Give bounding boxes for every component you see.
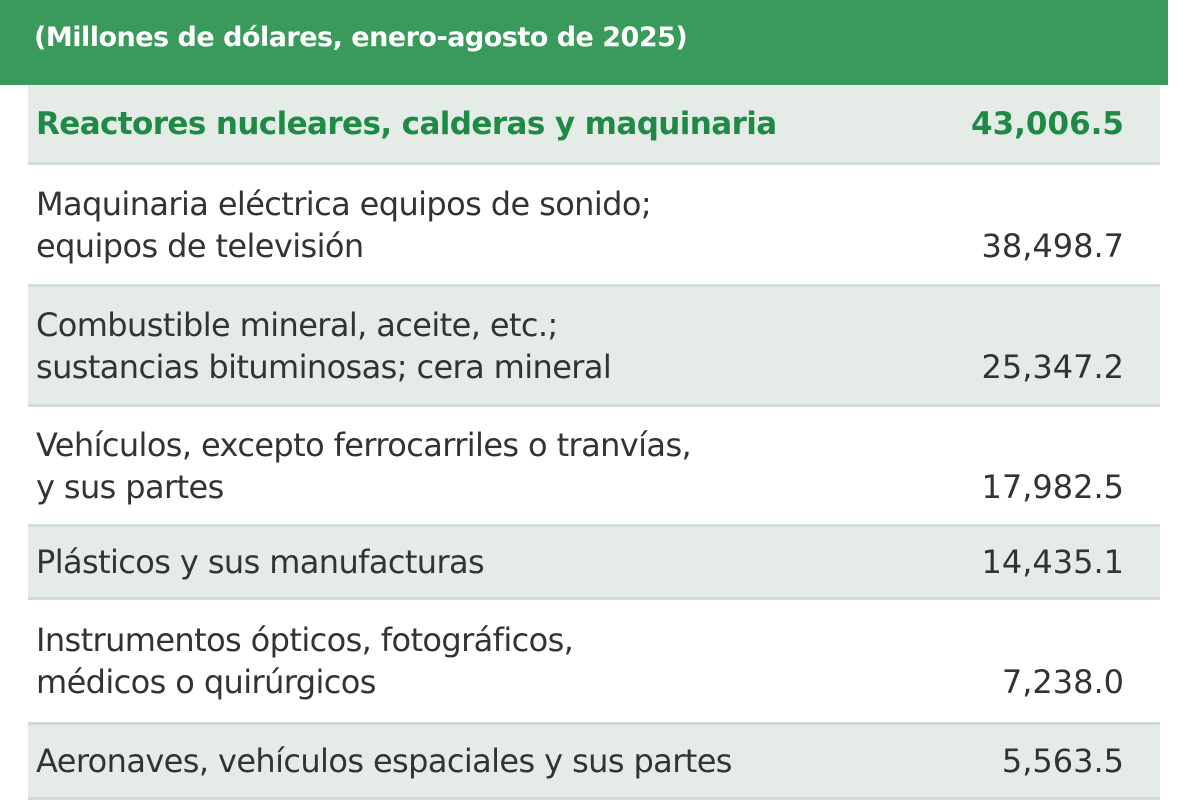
- row-label: Combustible mineral, aceite, etc.; sustan…: [36, 304, 612, 388]
- label-line: Combustible mineral, aceite, etc.;: [36, 305, 558, 344]
- table-row: Reactores nucleares, calderas y maquinar…: [28, 85, 1160, 165]
- label-line: y sus partes: [36, 467, 224, 506]
- subtitle: (Millones de dólares, enero-agosto de 20…: [34, 22, 688, 53]
- row-label: Instrumentos ópticos, fotográficos, médic…: [36, 619, 574, 703]
- row-value: 17,982.5: [981, 467, 1125, 506]
- row-value: 14,435.1: [981, 543, 1125, 581]
- row-value: 5,563.5: [1001, 742, 1124, 780]
- label-line: Plásticos y sus manufacturas: [36, 543, 485, 581]
- row-value: 38,498.7: [981, 226, 1125, 265]
- label-line: médicos o quirúrgicos: [36, 663, 376, 701]
- row-label: Reactores nucleares, calderas y maquinar…: [36, 103, 777, 145]
- row-label: Aeronaves, vehículos espaciales y sus pa…: [36, 740, 732, 782]
- row-label: Plásticos y sus manufacturas: [36, 541, 485, 583]
- label-line: Instrumentos ópticos, fotográficos,: [36, 621, 574, 659]
- label-line: Aeronaves, vehículos espaciales y sus pa…: [36, 742, 732, 780]
- table: Reactores nucleares, calderas y maquinar…: [28, 85, 1160, 800]
- row-label: Maquinaria eléctrica equipos de sonido; e…: [36, 183, 652, 267]
- label-line: Maquinaria eléctrica equipos de sonido;: [36, 184, 652, 223]
- table-row: Maquinaria eléctrica equipos de sonido; e…: [28, 165, 1160, 287]
- row-value: 25,347.2: [981, 347, 1125, 386]
- table-row: Instrumentos ópticos, fotográficos, médic…: [28, 600, 1160, 725]
- label-line: Reactores nucleares, calderas y maquinar…: [36, 105, 777, 142]
- table-row: Aeronaves, vehículos espaciales y sus pa…: [28, 725, 1160, 800]
- row-value: 43,006.5: [971, 105, 1124, 142]
- label-line: equipos de televisión: [36, 226, 364, 265]
- table-row: Plásticos y sus manufacturas 14,435.1: [28, 527, 1160, 600]
- row-label: Vehículos, excepto ferrocarriles o tranv…: [36, 424, 692, 508]
- table-row: Vehículos, excepto ferrocarriles o tranv…: [28, 407, 1160, 527]
- table-row: Combustible mineral, aceite, etc.; sustan…: [28, 287, 1160, 407]
- row-value: 7,238.0: [1001, 663, 1124, 701]
- label-line: sustancias bituminosas; cera mineral: [36, 347, 612, 386]
- header: (Millones de dólares, enero-agosto de 20…: [0, 0, 1168, 85]
- label-line: Vehículos, excepto ferrocarriles o tranv…: [36, 425, 692, 464]
